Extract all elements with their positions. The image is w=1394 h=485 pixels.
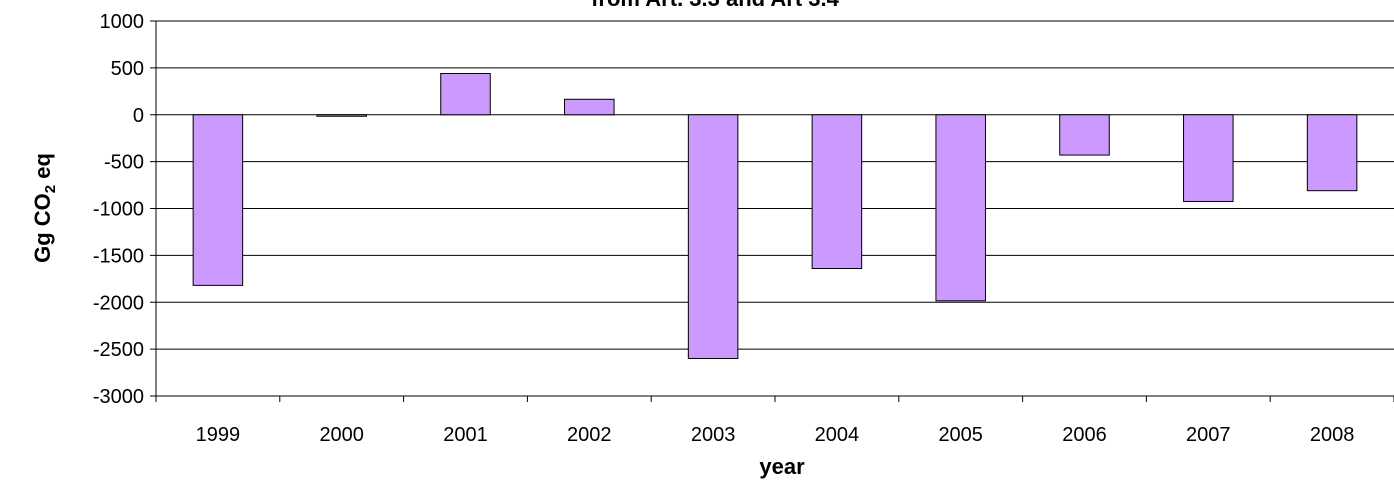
axes [150,20,1394,402]
y-tick-label: -500 [104,152,144,174]
bar-2007 [1183,114,1234,202]
y-tick-label: -2500 [93,339,144,361]
bar-2003 [687,114,739,359]
bar-2001 [440,73,491,116]
x-tick-label: 2008 [1310,424,1355,446]
y-axis-title: Gg CO2 eq [30,153,59,263]
y-tick-label: -1000 [93,199,144,221]
y-tick-label: 0 [133,105,144,127]
bar-2004 [811,114,863,269]
x-tick-label: 2007 [1186,424,1231,446]
x-tick-label: 2001 [443,424,488,446]
y-tick-label: -3000 [93,386,144,408]
x-tick-label: 2006 [1062,424,1107,446]
y-tick-labels: 1000 500 0 -500 -1000 -1500 -2000 -2500 -3000 [93,11,144,408]
y-tick-label: -1500 [93,245,144,267]
bar-2002 [564,98,615,116]
bar-2008 [1306,114,1358,192]
x-tick-labels: 1999 2000 2001 2002 2003 2004 2005 2006 2007 2008 [196,424,1355,446]
x-tick-label: 2004 [815,424,860,446]
y-tick-label: 500 [111,58,144,80]
bar-2000 [316,114,367,117]
bar-1999 [192,114,244,286]
x-tick-label: 1999 [196,424,241,446]
bar-2005 [935,114,986,302]
bar-2006 [1059,114,1110,156]
bars [192,73,1358,359]
y-tick-label: 1000 [100,11,145,33]
gridlines [156,20,1394,397]
x-tick-label: 2003 [691,424,736,446]
chart-title: from Art. 3.3 and Art 3.4 [591,0,840,11]
y-axis-title-main: Gg CO [30,193,55,263]
x-tick-label: 2002 [567,424,612,446]
y-axis-title-subscript: 2 [42,185,59,193]
x-tick-label: 2000 [319,424,364,446]
y-tick-label: -2000 [93,292,144,314]
y-axis-title-tail: eq [30,153,55,185]
x-tick-label: 2005 [938,424,983,446]
x-axis-title: year [759,454,805,479]
